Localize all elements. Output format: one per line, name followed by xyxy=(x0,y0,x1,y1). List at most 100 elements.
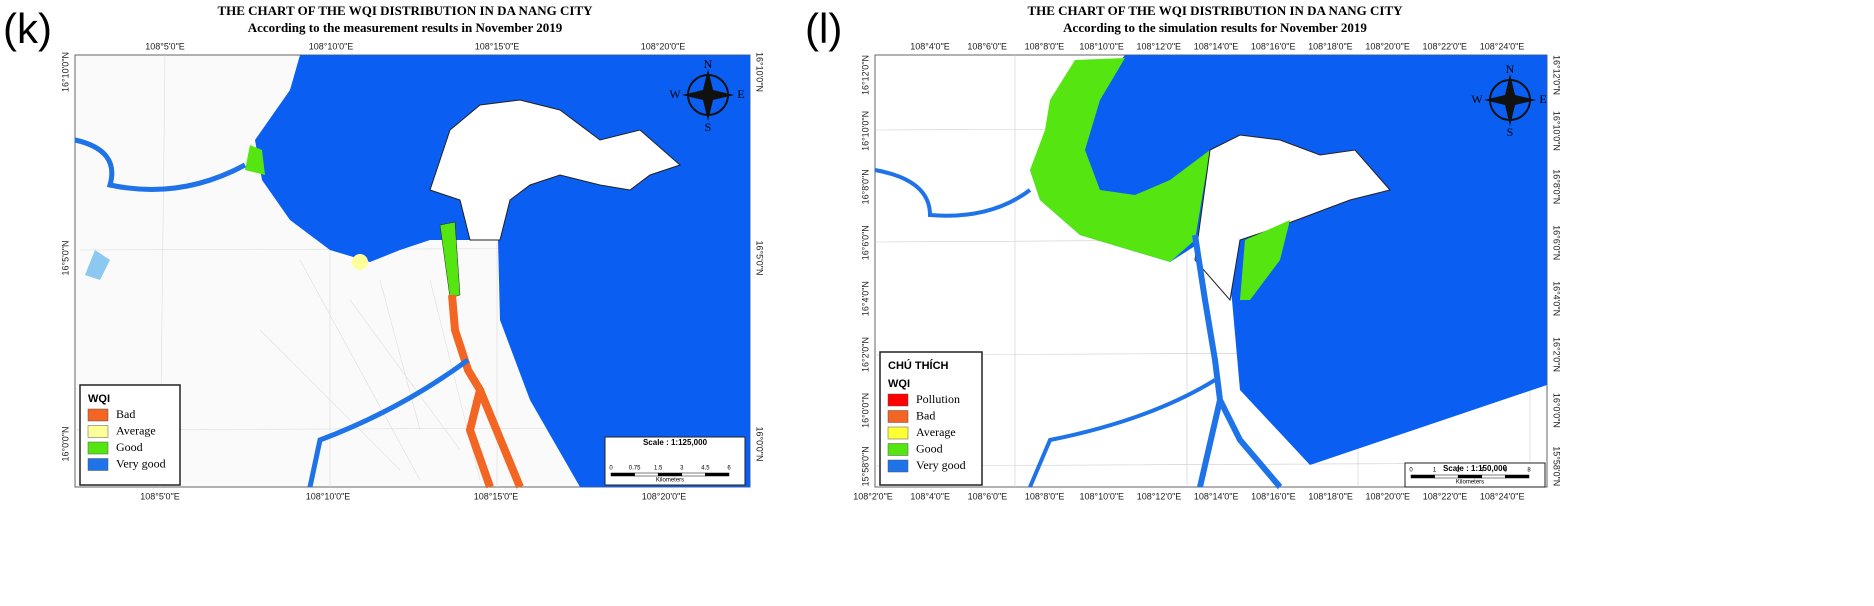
top-tick-label: 108°10'0"E xyxy=(1079,41,1124,51)
top-tick-label: 108°22'0"E xyxy=(1423,41,1468,51)
right-tick-label: 16°12'0"N xyxy=(1552,55,1562,95)
legend-swatch xyxy=(887,426,909,440)
legend-label: Pollution xyxy=(916,392,960,406)
scale-segment xyxy=(610,472,635,477)
left-tick-label: 16°0'0"N xyxy=(60,426,70,461)
left-tick-label: 16°4'0"N xyxy=(860,281,870,316)
scale-segment xyxy=(1410,474,1435,479)
compass-star xyxy=(1484,74,1536,126)
legend-label: Very good xyxy=(916,458,966,472)
bottom-tick-label: 108°20'0"E xyxy=(642,491,687,501)
compass-e: E xyxy=(1539,92,1546,106)
left-tick-label: 16°6'0"N xyxy=(860,225,870,260)
legend-swatch xyxy=(87,441,109,455)
legend-heading: CHÚ THÍCH xyxy=(888,359,949,372)
bottom-tick-label: 108°10'0"E xyxy=(306,491,351,501)
bottom-tick-label: 108°6'0"E xyxy=(968,491,1008,501)
bottom-tick-label: 108°12'0"E xyxy=(1137,491,1182,501)
left-tick-label: 16°12'0"N xyxy=(860,55,870,95)
scale-unit: Kilometers xyxy=(656,478,684,484)
scale-tick: 6 xyxy=(1504,468,1508,474)
top-tick-label: 108°24'0"E xyxy=(1480,41,1525,51)
scale-segment xyxy=(657,472,683,477)
right-tick-label: 16°2'0"N xyxy=(1552,337,1562,372)
panel-letter: (l) xyxy=(805,5,842,52)
right-tick-label: 16°4'0"N xyxy=(1552,281,1562,316)
top-tick-label: 108°5'0"E xyxy=(145,41,185,51)
panel-letter: (k) xyxy=(3,5,52,52)
left-tick-label: 16°8'0"N xyxy=(860,169,870,204)
top-tick-label: 108°12'0"E xyxy=(1137,41,1182,51)
compass-n: N xyxy=(1506,62,1515,76)
right-tick-label: 16°10'0"N xyxy=(1552,111,1562,151)
map-k xyxy=(74,54,751,489)
bottom-tick-label: 108°14'0"E xyxy=(1194,491,1239,501)
bottom-tick-label: 108°16'0"E xyxy=(1251,491,1296,501)
legend-swatch xyxy=(87,425,109,438)
scale-segment xyxy=(634,472,659,477)
right-tick-label: 16°0'0"N xyxy=(1552,393,1562,428)
left-tick-label: 16°0'0"N xyxy=(860,393,870,428)
right-tick-label: 16°5'0"N xyxy=(755,240,765,275)
bottom-tick-label: 108°24'0"E xyxy=(1480,491,1525,501)
scale-tick: 4.5 xyxy=(701,466,710,472)
scale-tick: 0 xyxy=(609,466,613,472)
left-tick-label: 16°2'0"N xyxy=(860,337,870,372)
scale-tick: 1 xyxy=(1433,468,1437,474)
subtitle: According to the simulation results for … xyxy=(1063,20,1367,35)
left-tick-label: 16°5'0"N xyxy=(60,240,70,275)
scale-box xyxy=(604,436,746,486)
right-tick-label: 15°58'0"N xyxy=(1552,446,1562,486)
compass-w: W xyxy=(669,87,681,101)
scale-segment xyxy=(1457,474,1483,479)
scale-tick: 0 xyxy=(1409,468,1413,474)
bottom-tick-label: 108°2'0"E xyxy=(853,491,893,501)
legend-swatch xyxy=(887,459,909,473)
top-tick-label: 108°20'0"E xyxy=(641,41,686,51)
legend-label: Very good xyxy=(116,456,166,470)
legend-swatch xyxy=(87,458,109,471)
legend-label: Average xyxy=(116,423,156,437)
bottom-tick-label: 108°10'0"E xyxy=(1080,491,1125,501)
compass-n: N xyxy=(704,57,713,71)
bottom-tick-label: 108°5'0"E xyxy=(140,491,180,501)
legend-swatch xyxy=(887,410,909,423)
left-tick-label: 16°10'0"N xyxy=(860,111,870,151)
top-tick-label: 108°16'0"E xyxy=(1251,41,1296,51)
scale-tick: 3 xyxy=(680,466,684,472)
bottom-tick-label: 108°15'0"E xyxy=(474,491,519,501)
bottom-tick-label: 108°22'0"E xyxy=(1423,491,1468,501)
scale-segment xyxy=(1481,474,1506,479)
scale-tick: 1.5 xyxy=(654,466,663,472)
compass-w: W xyxy=(1471,92,1483,106)
scale-tick: 0.75 xyxy=(629,466,641,472)
top-tick-label: 108°4'0"E xyxy=(910,41,950,51)
compass-s: S xyxy=(705,120,712,134)
right-tick-label: 16°0'0"N xyxy=(755,426,765,461)
legend-label: Good xyxy=(916,441,943,455)
left-tick-label: 15°58'0"N xyxy=(860,446,870,486)
scale-tick: 6 xyxy=(727,466,731,472)
legend-swatch xyxy=(887,443,909,456)
scale-segment xyxy=(705,472,730,477)
scale-segment xyxy=(681,472,706,477)
scale-label: Scale : 1:125,000 xyxy=(643,438,708,447)
compass-star xyxy=(682,69,734,121)
legend-label: Good xyxy=(116,440,143,454)
top-tick-label: 108°14'0"E xyxy=(1194,41,1239,51)
map-l xyxy=(874,54,1548,489)
scale-tick: 8 xyxy=(1527,468,1531,474)
top-tick-label: 108°20'0"E xyxy=(1365,41,1410,51)
scale-segment xyxy=(1434,474,1459,479)
bottom-tick-label: 108°20'0"E xyxy=(1366,491,1411,501)
compass-s: S xyxy=(1507,125,1514,139)
scale-tick: 4 xyxy=(1480,468,1484,474)
right-tick-label: 16°6'0"N xyxy=(1552,225,1562,260)
bottom-tick-label: 108°18'0"E xyxy=(1308,491,1353,501)
compass-e: E xyxy=(737,87,744,101)
title: THE CHART OF THE WQI DISTRIBUTION IN DA … xyxy=(217,3,593,18)
title: THE CHART OF THE WQI DISTRIBUTION IN DA … xyxy=(1027,3,1403,18)
legend-label: Average xyxy=(916,425,956,439)
top-tick-label: 108°18'0"E xyxy=(1308,41,1353,51)
